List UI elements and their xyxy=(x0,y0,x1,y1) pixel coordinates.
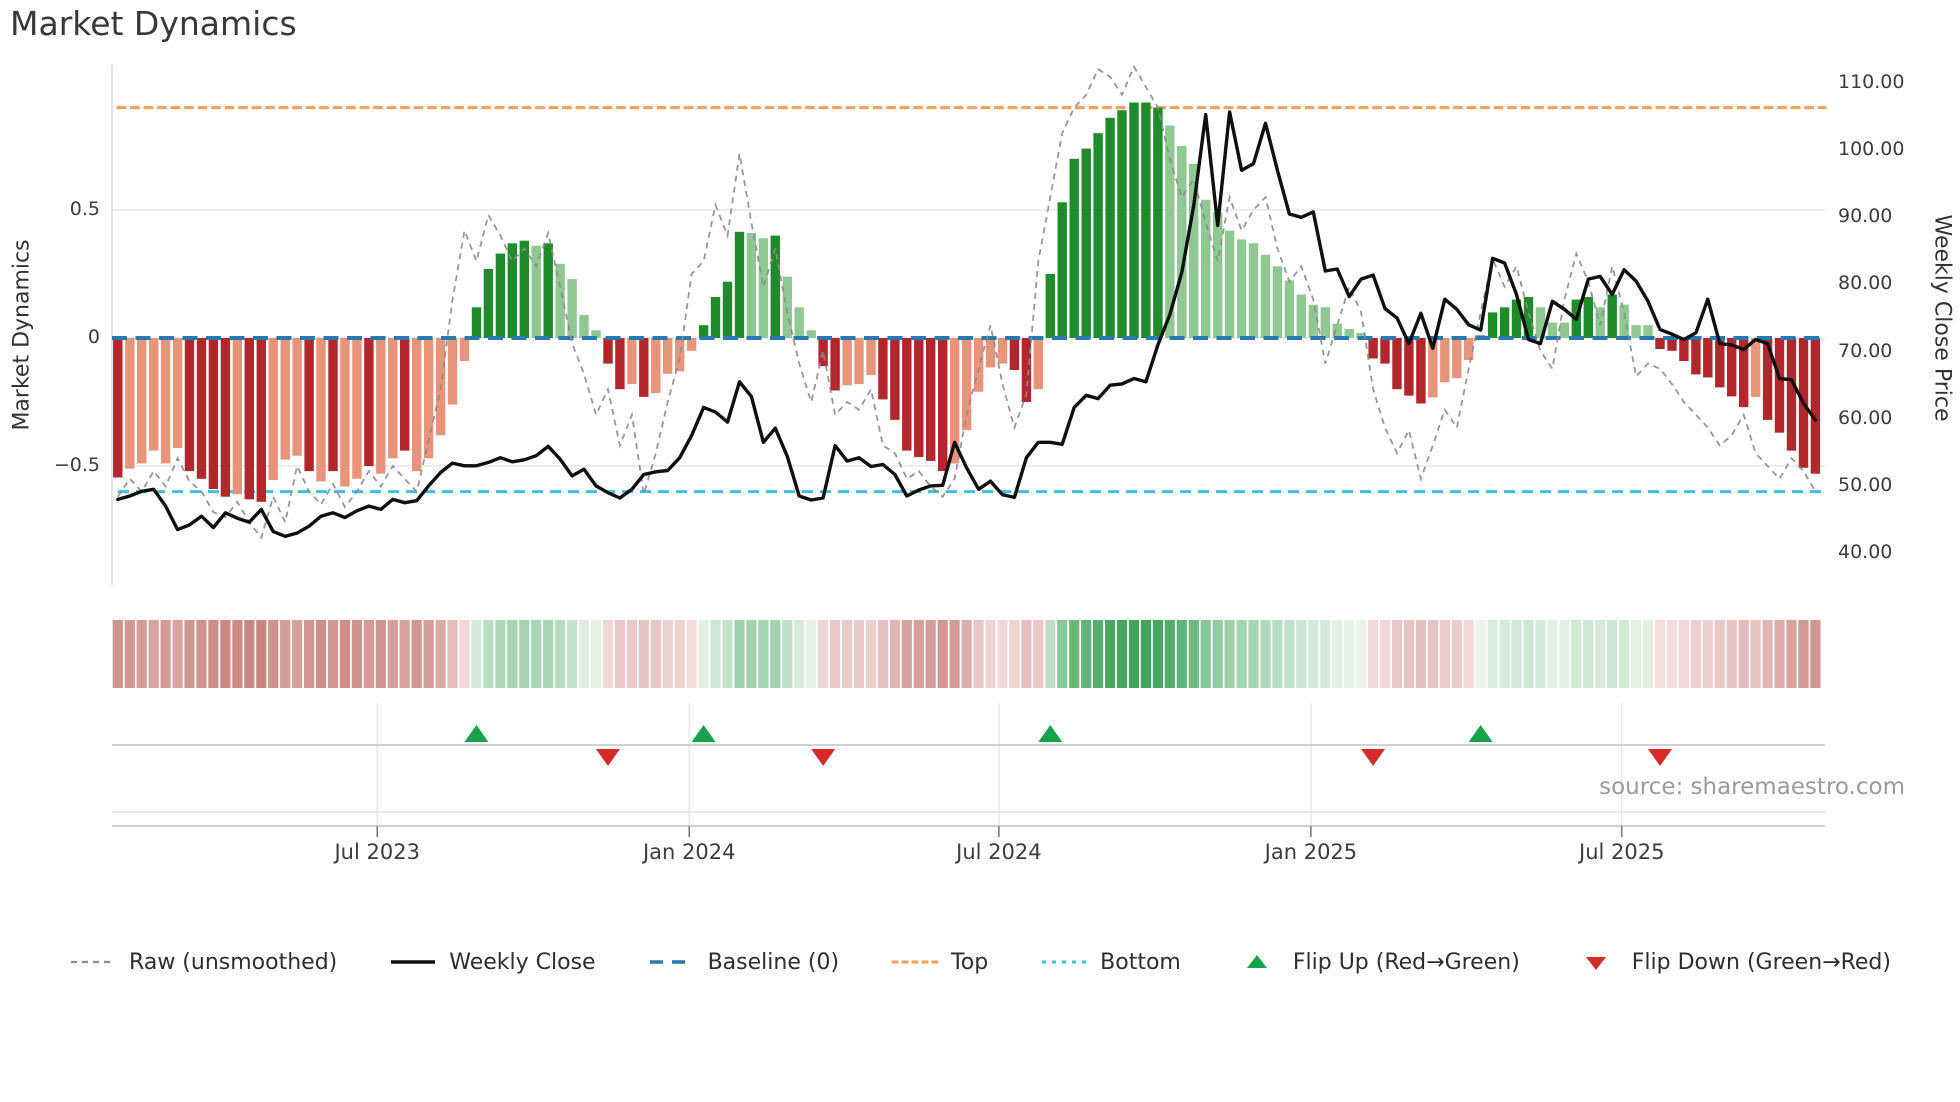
x-tick-label: Jul 2023 xyxy=(334,840,420,864)
right-tick-label: 110.00 xyxy=(1838,71,1905,93)
legend-raw-line-icon xyxy=(71,960,116,964)
legend-item-flip-up-marker: Flip Up (Red→Green) xyxy=(1233,950,1520,975)
legend-weekly-close-line-icon xyxy=(391,960,436,964)
legend-flip-down-marker-icon xyxy=(1585,957,1606,970)
left-tick-label: −0.5 xyxy=(53,454,100,476)
right-tick-label: 70.00 xyxy=(1838,339,1893,362)
legend-item-flip-down-marker: Flip Down (Green→Red) xyxy=(1572,950,1891,975)
legend-item-baseline-line: Baseline (0) xyxy=(648,950,839,975)
legend-label: Top xyxy=(951,949,989,975)
legend-label: Raw (unsmoothed) xyxy=(129,949,338,975)
right-tick-label: 60.00 xyxy=(1838,406,1893,429)
legend-item-raw-line: Raw (unsmoothed) xyxy=(69,950,337,975)
right-tick-label: 50.00 xyxy=(1838,473,1893,496)
legend-label: Weekly Close xyxy=(449,949,596,975)
legend-item-bottom-line: Bottom xyxy=(1040,950,1181,975)
legend-top-line-icon xyxy=(891,960,939,964)
legend-bottom-line-icon xyxy=(1042,960,1087,964)
legend-label: Baseline (0) xyxy=(707,949,840,975)
right-tick-label: 80.00 xyxy=(1838,272,1893,295)
legend-flip-up-marker-icon xyxy=(1246,955,1267,968)
x-tick-label: Jul 2025 xyxy=(1579,840,1665,864)
x-tick-label: Jan 2024 xyxy=(642,840,736,864)
legend-item-weekly-close-line: Weekly Close xyxy=(389,949,596,975)
x-tick-label: Jul 2024 xyxy=(956,840,1042,864)
legend-label: Bottom xyxy=(1100,949,1181,975)
right-tick-label: 90.00 xyxy=(1838,205,1893,228)
right-tick-label: 100.00 xyxy=(1838,138,1905,161)
legend: Raw (unsmoothed) Weekly Close Baseline (0)… xyxy=(0,936,1960,988)
legend-item-top-line: Top xyxy=(891,950,988,975)
legend-baseline-line-icon xyxy=(649,960,694,964)
left-tick-label: 0 xyxy=(87,326,100,348)
source-credit: source: sharemaestro.com xyxy=(1599,774,1905,800)
chart-title: Market Dynamics xyxy=(10,4,297,43)
legend-label: Flip Up (Red→Green) xyxy=(1292,949,1520,975)
legend-label: Flip Down (Green→Red) xyxy=(1631,949,1891,975)
x-tick-label: Jan 2025 xyxy=(1264,840,1358,864)
left-tick-label: 0.5 xyxy=(69,198,100,220)
right-tick-label: 40.00 xyxy=(1838,541,1893,564)
right-axis-title: Weekly Close Price xyxy=(1929,214,1955,422)
